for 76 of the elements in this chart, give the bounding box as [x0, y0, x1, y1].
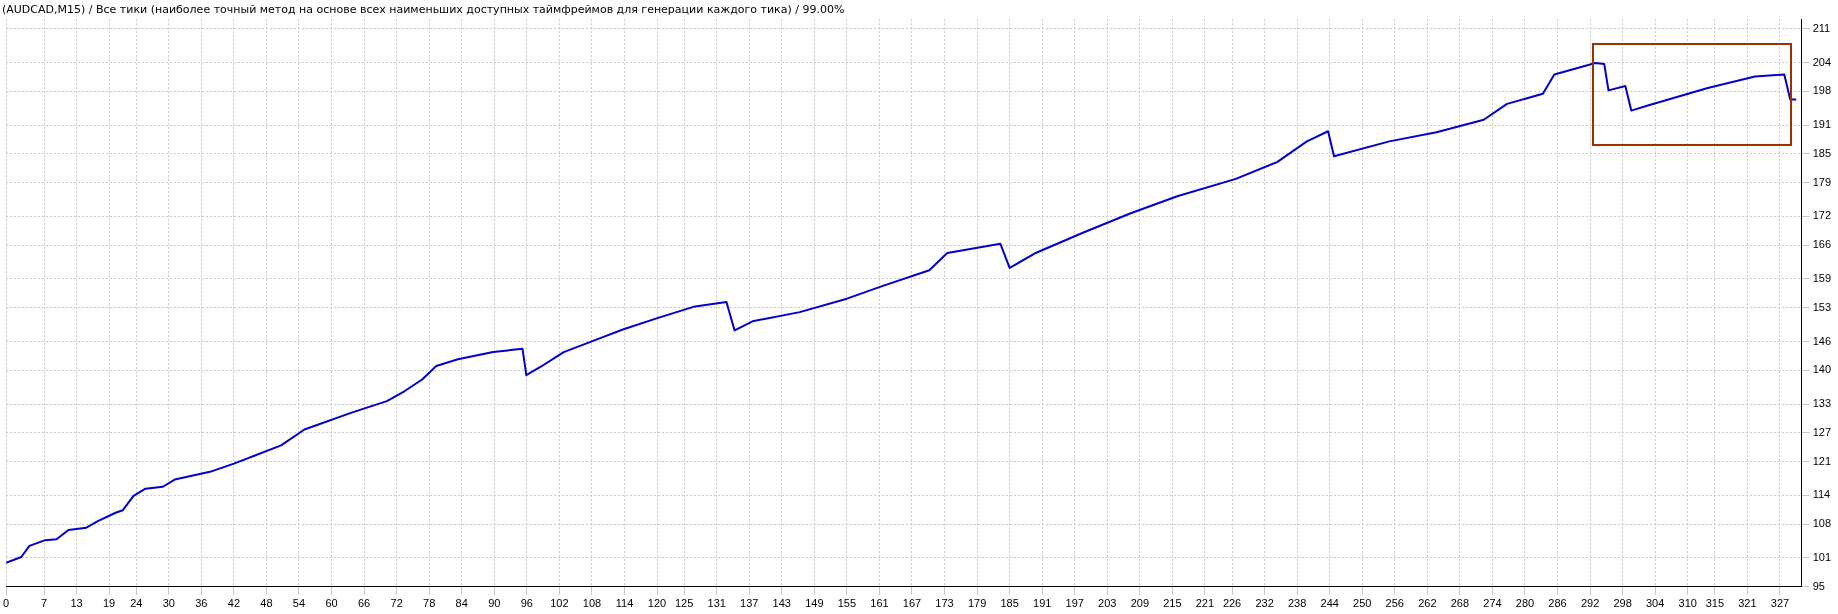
x-tick-label: 321: [1738, 597, 1757, 610]
y-tick-label: 108: [1812, 517, 1832, 530]
y-tick-label: 166: [1812, 238, 1832, 251]
x-tick-label: 78: [423, 597, 436, 610]
x-tick-label: 7: [40, 597, 48, 610]
x-tick-label: 36: [195, 597, 208, 610]
x-tick-label: 173: [935, 597, 954, 610]
x-tick-label: 280: [1515, 597, 1535, 610]
x-tick-label: 304: [1646, 597, 1665, 610]
x-tick-label: 90: [488, 597, 501, 610]
x-tick-label: 179: [967, 597, 987, 610]
x-tick-label: 131: [707, 597, 726, 610]
y-tick-label: 159: [1812, 271, 1832, 284]
x-tick-label: 42: [227, 597, 241, 610]
chart-title: (AUDCAD,M15) / Все тики (наиболее точный метод на основе всех наименьших доступных таймфреймов для генерации каждого тика) / 99.00%: [2, 3, 845, 17]
x-tick-label: 191: [1033, 597, 1052, 610]
x-tick-label: 221: [1195, 597, 1215, 610]
x-tick-label: 232: [1255, 597, 1274, 610]
x-tick-label: 167: [902, 597, 922, 610]
x-tick-label: 238: [1287, 597, 1307, 610]
y-tick-label: 191: [1812, 118, 1832, 131]
x-tick-label: 327: [1770, 597, 1790, 610]
x-tick-label: 120: [647, 597, 667, 610]
x-tick-label: 96: [520, 597, 533, 610]
x-tick-label: 0: [3, 597, 10, 610]
y-tick-label: 101: [1812, 550, 1832, 563]
x-tick-label: 256: [1385, 597, 1404, 610]
y-tick-label: 146: [1812, 334, 1832, 347]
x-tick-label: 274: [1483, 597, 1502, 610]
y-tick-label: 204: [1812, 55, 1832, 68]
x-tick-label: 155: [837, 597, 857, 610]
x-tick-label: 24: [130, 597, 143, 610]
x-tick-label: 209: [1130, 597, 1150, 610]
x-tick-label: 66: [357, 597, 371, 610]
x-tick-label: 19: [103, 597, 116, 610]
x-tick-label: 108: [582, 597, 602, 610]
x-tick-label: 114: [615, 597, 634, 610]
x-tick-label: 226: [1222, 597, 1242, 610]
y-tick-label: 140: [1812, 363, 1832, 376]
y-tick-label: 198: [1812, 84, 1832, 97]
x-tick-label: 48: [260, 597, 273, 610]
x-tick-label: 215: [1163, 597, 1182, 610]
y-tick-label: 121: [1812, 454, 1832, 467]
x-tick-label: 262: [1418, 597, 1437, 610]
y-tick-label: 211: [1812, 21, 1831, 34]
y-tick-label: 172: [1812, 209, 1832, 222]
x-tick-label: 203: [1098, 597, 1117, 610]
x-tick-label: 310: [1678, 597, 1697, 610]
x-tick-label: 250: [1353, 597, 1372, 610]
y-tick-label: 185: [1812, 146, 1832, 159]
y-tick-label: 95: [1812, 579, 1825, 592]
x-tick-label: 143: [772, 597, 791, 610]
x-tick-label: 72: [390, 597, 403, 610]
x-tick-label: 161: [870, 597, 889, 610]
x-tick-label: 30: [162, 597, 175, 610]
x-tick-label: 60: [325, 597, 338, 610]
x-tick-label: 268: [1450, 597, 1470, 610]
x-tick-label: 13: [70, 597, 83, 610]
x-tick-label: 298: [1613, 597, 1632, 610]
x-tick-label: 244: [1320, 597, 1339, 610]
x-tick-label: 197: [1065, 597, 1084, 610]
x-tick-label: 286: [1548, 597, 1567, 610]
x-tick-label: 54: [292, 597, 306, 610]
x-tick-label: 292: [1580, 597, 1600, 610]
x-tick-label: 315: [1705, 597, 1725, 610]
x-tick-label: 125: [674, 597, 694, 610]
x-tick-label: 185: [1000, 597, 1019, 610]
y-tick-label: 127: [1812, 425, 1832, 438]
y-tick-label: 133: [1812, 397, 1832, 410]
y-tick-label: 153: [1812, 300, 1832, 313]
y-tick-label: 114: [1812, 488, 1831, 501]
x-tick-label: 102: [550, 597, 569, 610]
x-tick-label: 149: [805, 597, 824, 610]
y-tick-label: 179: [1812, 175, 1832, 188]
x-tick-label: 137: [740, 597, 759, 610]
x-tick-label: 84: [455, 597, 468, 610]
